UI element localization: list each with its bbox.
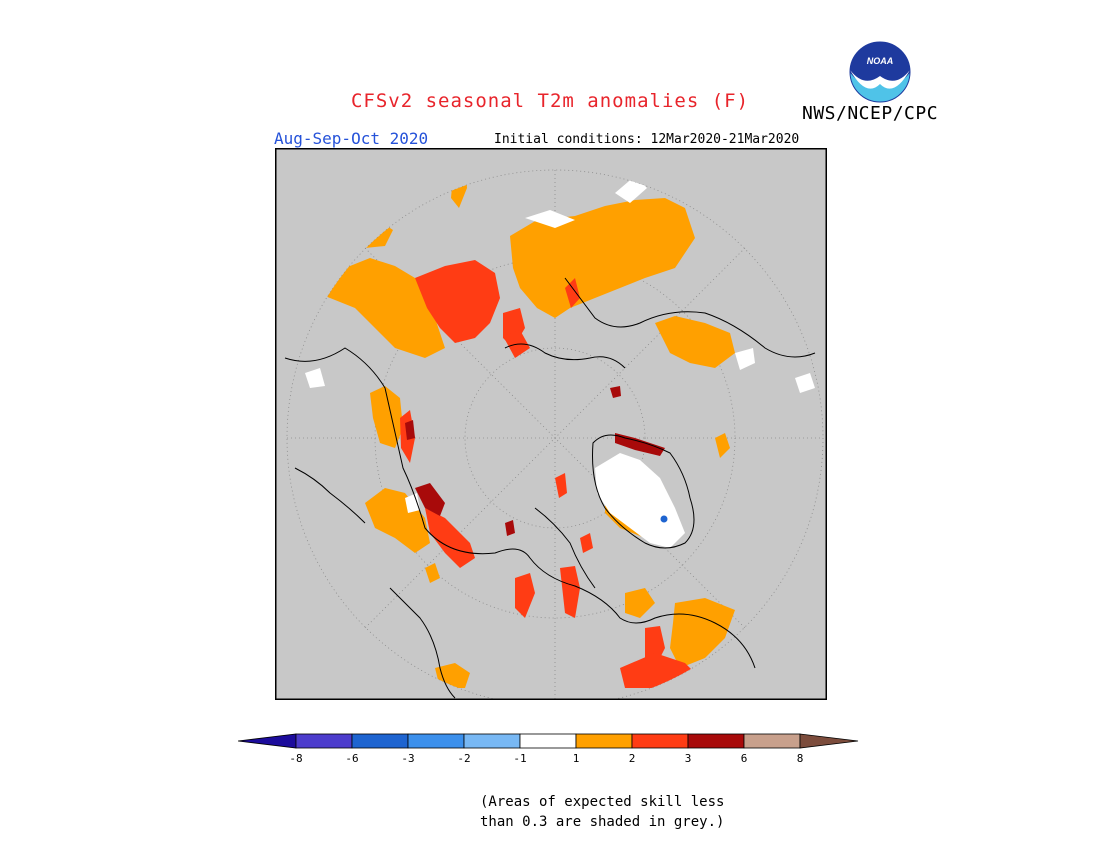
colorbar-tick: -8 — [289, 752, 303, 765]
colorbar-cell-9 — [743, 733, 801, 749]
coastlines — [284, 277, 816, 699]
colorbar-cell-above-max — [799, 733, 859, 749]
colorbar-tick: 2 — [628, 752, 636, 765]
colorbar-cell-2 — [351, 733, 409, 749]
colorbar-cell-3 — [407, 733, 465, 749]
colorbar-tick: -2 — [457, 752, 471, 765]
colorbar-cell-1 — [295, 733, 353, 749]
footnote-line-1: (Areas of expected skill less — [480, 794, 725, 810]
map-frame — [275, 148, 827, 700]
colorbar-cell-4 — [463, 733, 521, 749]
colorbar-cell-7 — [631, 733, 689, 749]
footnote-line-2: than 0.3 are shaded in grey.) — [480, 814, 725, 830]
colorbar-cell-8 — [687, 733, 745, 749]
colorbar-tick: -1 — [513, 752, 527, 765]
skill-footnote: (Areas of expected skill less than 0.3 a… — [480, 792, 724, 832]
chart-title: CFSv2 seasonal T2m anomalies (F) — [350, 90, 750, 112]
season-label: Aug-Sep-Oct 2020 — [274, 129, 429, 148]
noaa-logo-text: NOAA — [867, 56, 894, 66]
colorbar-tick: 1 — [572, 752, 580, 765]
colorbar-cell-below-min — [238, 733, 297, 749]
initial-conditions-label: Initial conditions: 12Mar2020-21Mar2020 — [494, 132, 800, 147]
anomaly-map — [275, 148, 827, 700]
colorbar-tick: 6 — [740, 752, 748, 765]
colorbar — [238, 733, 859, 749]
colorbar-tick: 8 — [796, 752, 804, 765]
agency-label: NWS/NCEP/CPC — [802, 103, 939, 124]
colorbar-tick: 3 — [684, 752, 692, 765]
colorbar-tick: -3 — [401, 752, 415, 765]
colorbar-tick: -6 — [345, 752, 359, 765]
colorbar-cell-5 — [519, 733, 577, 749]
noaa-logo: NOAA — [849, 41, 911, 103]
colorbar-cell-6 — [575, 733, 633, 749]
graticule — [286, 169, 824, 700]
anomaly-minus-spot — [660, 515, 668, 523]
